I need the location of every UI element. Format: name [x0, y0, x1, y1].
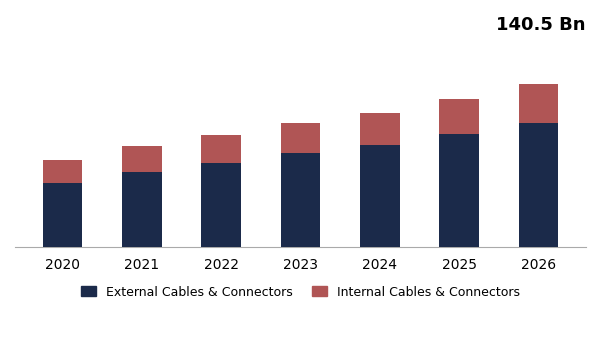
Bar: [439, 99, 479, 134]
Bar: [519, 123, 558, 247]
Bar: [201, 135, 241, 162]
Bar: [201, 162, 241, 247]
Bar: [519, 84, 558, 123]
Bar: [43, 183, 82, 247]
Legend: External Cables & Connectors, Internal Cables & Connectors: External Cables & Connectors, Internal C…: [76, 280, 525, 304]
Bar: [281, 123, 320, 153]
Bar: [122, 146, 162, 172]
Text: 140.5 Bn: 140.5 Bn: [496, 16, 586, 34]
Bar: [360, 113, 400, 145]
Bar: [360, 145, 400, 247]
Bar: [281, 153, 320, 247]
Bar: [43, 160, 82, 183]
Bar: [439, 134, 479, 247]
Bar: [122, 172, 162, 247]
